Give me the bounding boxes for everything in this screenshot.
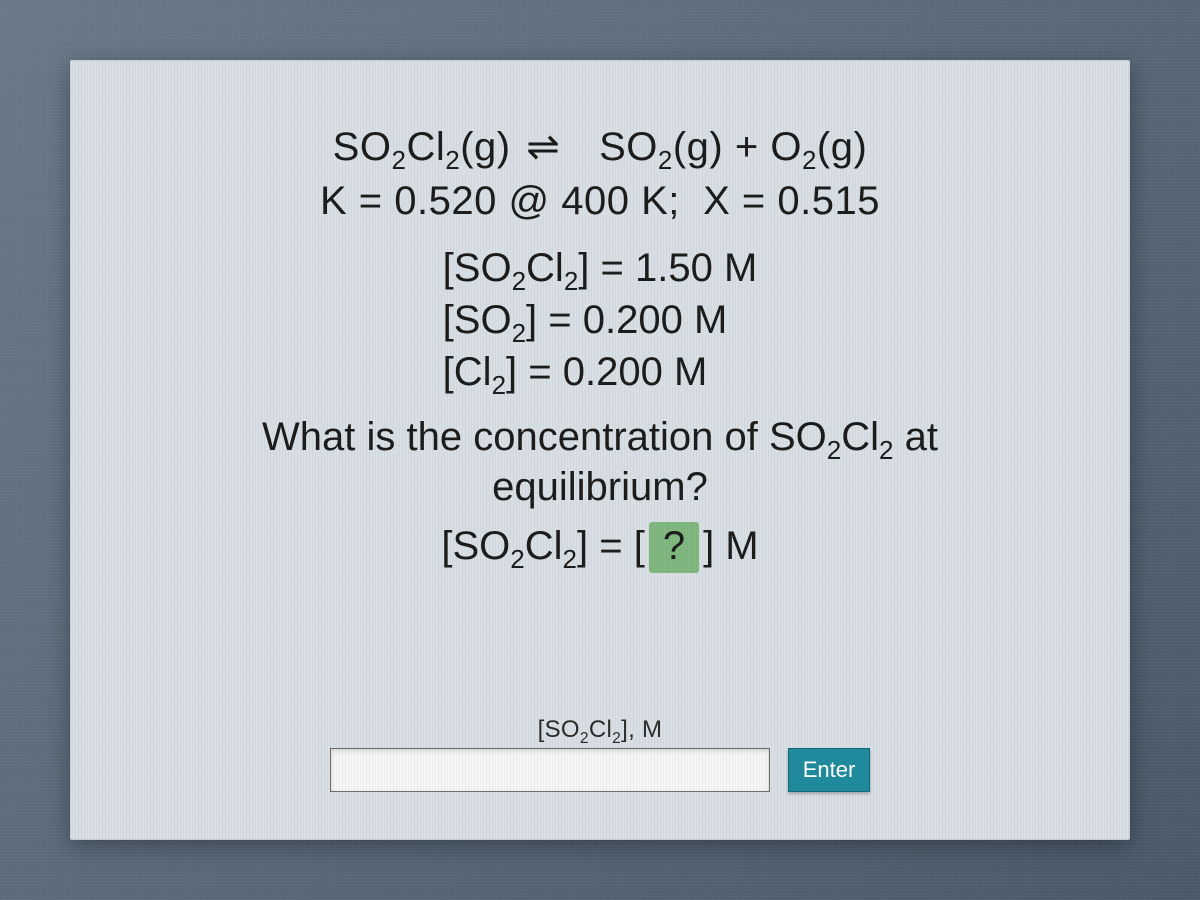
- question-panel: SO2Cl2(g) ⇌ SO2(g) + O2(g) K = 0.520 @ 4…: [70, 60, 1130, 840]
- question-line-1: What is the concentration of SO2Cl2 at: [262, 415, 938, 459]
- product-1: SO2(g): [599, 125, 723, 169]
- equilibrium-arrow-icon: ⇌: [522, 120, 564, 174]
- reactant: SO2Cl2(g): [333, 125, 511, 169]
- k-label: K: [320, 179, 347, 223]
- conc-so2cl2: [SO2Cl2] = 1.50 M: [443, 242, 758, 294]
- question-line-2: equilibrium?: [492, 465, 708, 509]
- conc-so2: [SO2] = 0.200 M: [443, 294, 758, 346]
- k-at: @: [509, 179, 550, 223]
- k-value: 0.520: [394, 179, 497, 223]
- answer-input-row: [SO2Cl2], M Enter: [110, 716, 1090, 800]
- constants-line: K = 0.520 @ 400 K; X = 0.515: [320, 174, 880, 228]
- conc-so2cl2-value: 1.50: [635, 246, 713, 290]
- conc-so2-value: 0.200: [583, 298, 683, 342]
- x-value: 0.515: [777, 179, 880, 223]
- input-label: [SO2Cl2], M: [538, 716, 663, 744]
- x-label: X: [703, 179, 730, 223]
- initial-concentrations: [SO2Cl2] = 1.50 M [SO2] = 0.200 M [Cl2] …: [443, 242, 758, 398]
- input-wrap: Enter: [330, 748, 871, 792]
- conc-cl2: [Cl2] = 0.200 M: [443, 346, 758, 398]
- plus-sign: +: [735, 125, 759, 169]
- product-2: O2(g): [770, 125, 867, 169]
- answer-prompt: [SO2Cl2] = [?] M: [441, 522, 758, 573]
- answer-unit: M: [725, 524, 758, 568]
- conc-cl2-unit: M: [674, 350, 707, 394]
- k-condition: 400 K: [561, 179, 668, 223]
- conc-so2-unit: M: [694, 298, 727, 342]
- reaction-equation: SO2Cl2(g) ⇌ SO2(g) + O2(g): [333, 120, 868, 174]
- conc-so2cl2-unit: M: [724, 246, 757, 290]
- enter-button[interactable]: Enter: [788, 748, 871, 792]
- answer-input[interactable]: [330, 748, 770, 792]
- input-label-unit: M: [642, 716, 662, 743]
- answer-blank: ?: [649, 522, 699, 573]
- conc-cl2-value: 0.200: [563, 350, 663, 394]
- question-text: What is the concentration of SO2Cl2 at e…: [262, 412, 938, 512]
